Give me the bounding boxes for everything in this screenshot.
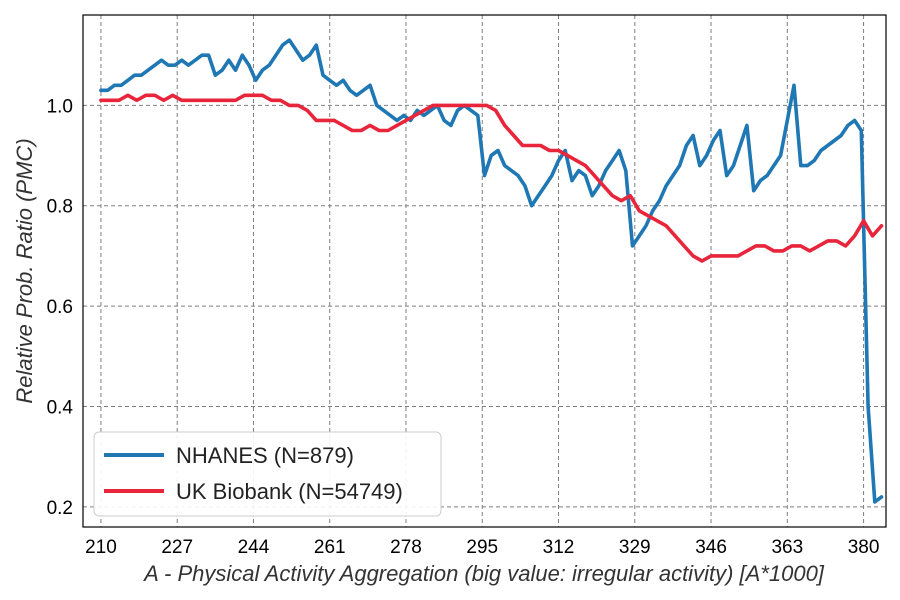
legend-label-nhanes: NHANES (N=879) xyxy=(176,443,354,468)
x-tick-label: 244 xyxy=(238,537,270,558)
legend-label-ukbiobank: UK Biobank (N=54749) xyxy=(176,479,403,504)
y-tick-label: 0.4 xyxy=(47,398,74,419)
x-tick-label: 380 xyxy=(848,537,880,558)
y-tick-label: 0.2 xyxy=(47,498,73,519)
plot-frame xyxy=(82,14,887,528)
x-tick-label: 346 xyxy=(695,537,727,558)
x-axis-label: A - Physical Activity Aggregation (big v… xyxy=(142,561,825,586)
x-tick-label: 329 xyxy=(619,537,651,558)
legend: NHANES (N=879) UK Biobank (N=54749) xyxy=(93,431,442,517)
x-tick-label: 278 xyxy=(390,537,422,558)
x-tick-label: 210 xyxy=(85,537,117,558)
series-layer xyxy=(99,38,884,504)
y-axis-label: Relative Prob. Ratio (PMC) xyxy=(12,138,37,403)
y-tick-label: 0.8 xyxy=(47,197,73,218)
x-tick-label: 261 xyxy=(314,537,346,558)
series-line-nhanes xyxy=(99,38,884,504)
x-tick-label: 312 xyxy=(543,537,575,558)
y-tick-label: 1.0 xyxy=(47,96,73,117)
series-line-ukbiobank xyxy=(99,93,884,263)
x-tick-label: 363 xyxy=(771,537,803,558)
legend-box xyxy=(93,431,442,517)
tick-layer: 210 227 244 261 278 295 312 329 346 363 380 0.2 0.4 0… xyxy=(47,96,880,558)
y-tick-label: 0.6 xyxy=(47,297,73,318)
x-tick-label: 295 xyxy=(466,537,498,558)
x-tick-label: 227 xyxy=(161,537,193,558)
